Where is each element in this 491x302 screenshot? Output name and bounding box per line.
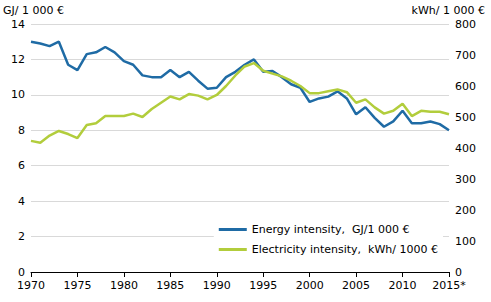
svg-text:0: 0 bbox=[18, 266, 25, 279]
svg-text:700: 700 bbox=[455, 49, 476, 62]
svg-text:Electricity intensity, kWh/ 1: Electricity intensity, kWh/ 1000 € bbox=[252, 243, 438, 256]
svg-text:12: 12 bbox=[11, 53, 25, 66]
svg-text:6: 6 bbox=[18, 159, 25, 172]
svg-text:10: 10 bbox=[11, 88, 25, 101]
svg-text:1990: 1990 bbox=[203, 279, 231, 292]
svg-text:600: 600 bbox=[455, 80, 476, 93]
svg-text:2015*: 2015* bbox=[432, 279, 466, 292]
svg-text:2005: 2005 bbox=[342, 279, 370, 292]
svg-text:0: 0 bbox=[455, 266, 462, 279]
svg-text:GJ/ 1 000 €: GJ/ 1 000 € bbox=[3, 4, 64, 17]
svg-text:8: 8 bbox=[18, 124, 25, 137]
svg-text:2: 2 bbox=[18, 230, 25, 243]
svg-text:Energy intensity, GJ/1 000 €: Energy intensity, GJ/1 000 € bbox=[252, 223, 410, 236]
svg-text:400: 400 bbox=[455, 142, 476, 155]
svg-text:4: 4 bbox=[18, 195, 25, 208]
svg-text:kWh/ 1 000 €: kWh/ 1 000 € bbox=[412, 4, 485, 17]
svg-text:800: 800 bbox=[455, 18, 476, 31]
svg-text:1985: 1985 bbox=[156, 279, 184, 292]
svg-text:1975: 1975 bbox=[63, 279, 91, 292]
svg-text:14: 14 bbox=[11, 18, 25, 31]
svg-text:100: 100 bbox=[455, 235, 476, 248]
svg-text:500: 500 bbox=[455, 111, 476, 124]
svg-text:300: 300 bbox=[455, 173, 476, 186]
svg-text:200: 200 bbox=[455, 204, 476, 217]
svg-text:1980: 1980 bbox=[110, 279, 138, 292]
svg-text:1995: 1995 bbox=[249, 279, 277, 292]
svg-text:2010: 2010 bbox=[389, 279, 417, 292]
svg-text:1970: 1970 bbox=[17, 279, 45, 292]
svg-text:2000: 2000 bbox=[296, 279, 324, 292]
